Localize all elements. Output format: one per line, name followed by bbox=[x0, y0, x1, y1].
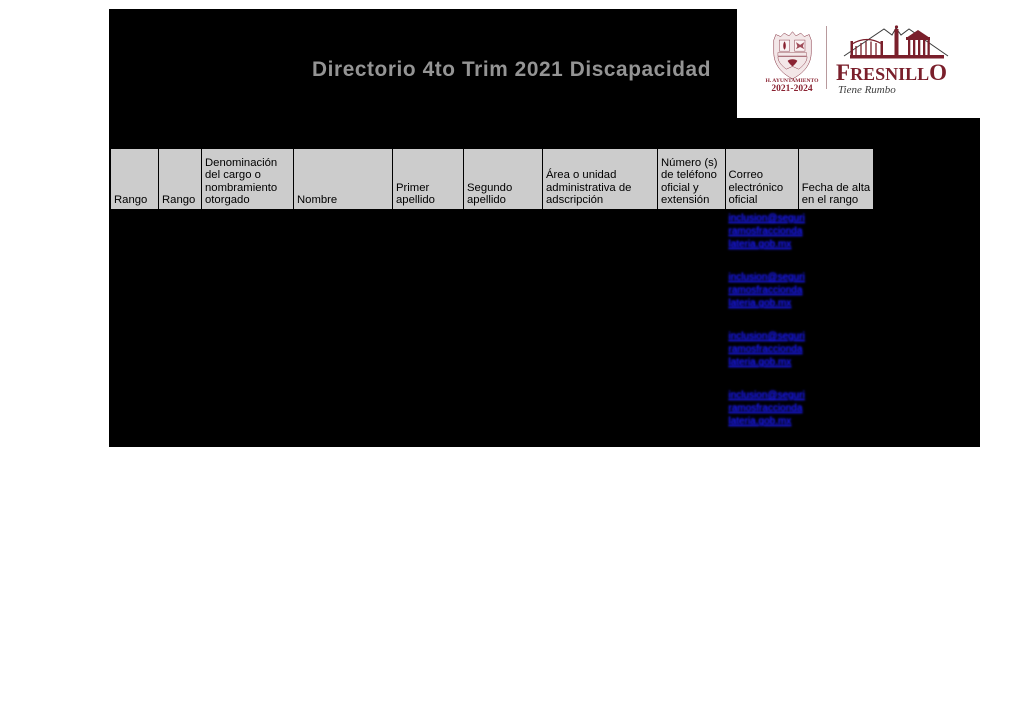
svg-text:FRESNILLO: FRESNILLO bbox=[836, 60, 947, 85]
svg-text:Tiene Rumbo: Tiene Rumbo bbox=[838, 84, 896, 96]
